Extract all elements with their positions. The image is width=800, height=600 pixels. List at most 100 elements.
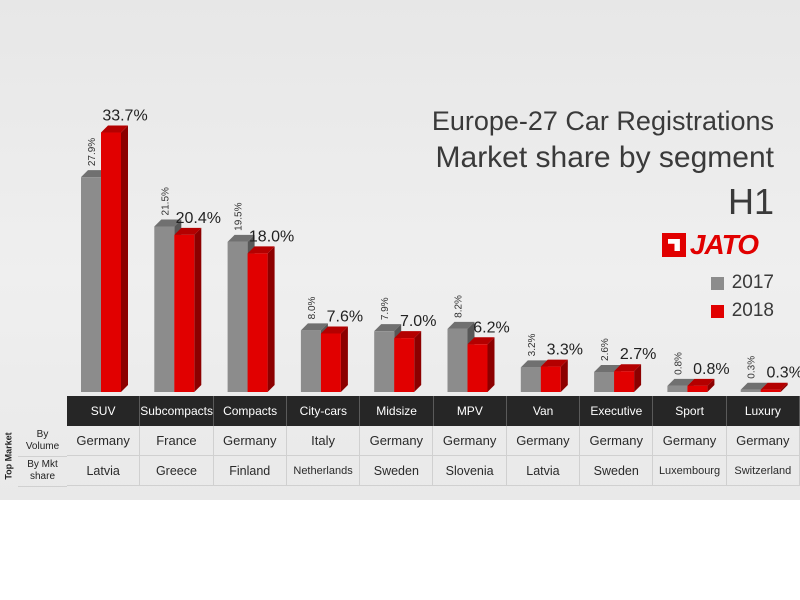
bar-2017-midsize-top	[374, 324, 402, 332]
bar-chart: 27.9% 33.7% 21.5% 20.4% 19.5% 18.0% 8.0% 7.6% 7.…	[81, 108, 800, 392]
row-label-by-volume-line1: By	[36, 429, 49, 440]
bar-2018-luxury-side	[780, 382, 788, 392]
row-label-by-mkt-share-line1: By Mkt	[27, 459, 58, 470]
bar-2018-luxury	[760, 389, 781, 392]
bar-2018-mpv-side	[487, 337, 495, 392]
data-label-2018-luxury: 0.3%	[766, 365, 800, 382]
bar-2017-midsize	[374, 331, 395, 392]
table-cell: Italy	[286, 426, 361, 456]
table-cell: Greece	[140, 456, 214, 486]
table-cell: Germany	[653, 426, 727, 456]
bar-2017-sport-top	[667, 378, 695, 386]
table-cell: Germany	[580, 426, 654, 456]
data-label-2018-subcompacts: 20.4%	[176, 210, 221, 227]
bar-2018-subcompacts-top	[174, 227, 202, 235]
table-cell: Germany	[360, 426, 434, 456]
table-cell: Finland	[213, 456, 287, 486]
bar-2018-sport	[687, 385, 708, 392]
bar-2018-executive-side	[634, 364, 642, 392]
bar-2018-van	[540, 366, 561, 392]
segment-header-subcompacts: Subcompacts	[140, 396, 214, 426]
bar-2017-mpv	[447, 328, 468, 392]
bar-2018-city-cars-top	[320, 326, 348, 334]
table-cell: Germany	[213, 426, 287, 456]
bar-2018-city-cars	[320, 333, 341, 392]
data-label-2018-van: 3.3%	[547, 342, 583, 359]
bar-2017-executive-top	[594, 364, 622, 372]
legend-label-2018: 2018	[731, 300, 774, 321]
bar-2017-city-cars	[300, 330, 321, 392]
table-cell: Latvia	[67, 456, 141, 486]
bar-2018-city-cars-side	[340, 326, 348, 392]
data-label-2018-mpv: 6.2%	[473, 319, 509, 336]
legend-swatch-2018	[710, 304, 724, 318]
bar-2017-subcompacts-top	[154, 219, 182, 227]
segment-header-suv: SUV	[67, 396, 141, 426]
bar-2018-luxury-top	[760, 382, 788, 390]
data-label-2018-midsize: 7.0%	[400, 313, 436, 330]
legend-item-2017: 2017	[710, 272, 774, 294]
top-market-label-text: Top Market	[4, 432, 14, 480]
bar-2018-suv-side	[121, 125, 128, 392]
bar-2017-suv	[81, 177, 101, 392]
bar-2017-compacts	[227, 241, 248, 392]
table-cell: Sweden	[580, 456, 654, 486]
chart-title-line-1: Europe-27 Car Registrations	[431, 106, 774, 136]
segment-header-van: Van	[507, 396, 581, 426]
jato-logo: JATO	[661, 229, 759, 261]
segment-header-mpv: MPV	[434, 396, 507, 426]
segment-header-compacts: Compacts	[214, 396, 288, 426]
bar-2018-mpv-top	[467, 337, 495, 345]
chart-title-line-3: H1	[727, 181, 774, 222]
bar-2018-suv-top	[101, 125, 128, 133]
bar-2017-subcompacts	[154, 226, 175, 392]
bar-2018-compacts-top	[247, 246, 275, 254]
table-cell: France	[140, 426, 214, 456]
table-cell: Luxembourg	[653, 456, 727, 486]
table-cell: Latvia	[506, 456, 581, 486]
data-label-2018-suv: 33.7%	[102, 108, 147, 125]
data-label-2017-city-cars: 8.0%	[307, 296, 318, 319]
legend-item-2018: 2018	[710, 300, 774, 322]
chart-title-line-2: Market share by segment	[435, 141, 774, 174]
table-cell: Slovenia	[433, 456, 507, 486]
bar-2018-executive	[614, 371, 635, 392]
data-label-2018-city-cars: 7.6%	[327, 308, 363, 325]
table-cell: Germany	[433, 426, 507, 456]
table-cell: Sweden	[360, 456, 434, 486]
data-label-2017-luxury: 0.3%	[747, 356, 758, 379]
bar-2018-compacts-side	[267, 246, 275, 392]
legend-label-2017: 2017	[731, 272, 774, 293]
bar-2017-luxury-top	[740, 382, 768, 390]
data-label-2018-compacts: 18.0%	[249, 228, 294, 245]
data-label-2017-executive: 2.6%	[600, 338, 611, 361]
bar-2017-compacts-top	[227, 234, 255, 242]
bar-2018-van-top	[540, 359, 568, 367]
data-label-2017-van: 3.2%	[527, 333, 538, 356]
legend-swatch-2017	[710, 276, 724, 290]
jato-logo-icon	[661, 233, 686, 257]
top-market-side-label: Top Market	[2, 426, 16, 486]
data-label-2017-suv: 27.9%	[87, 138, 98, 166]
bar-2018-compacts	[247, 253, 268, 392]
bar-2017-mpv-top	[447, 321, 475, 329]
bar-2017-van	[520, 367, 541, 392]
data-label-2018-sport: 0.8%	[693, 361, 729, 378]
table-cell: Germany	[726, 426, 800, 456]
segment-header-executive: Executive	[580, 396, 654, 426]
bar-2018-subcompacts	[174, 234, 195, 392]
row-label-by-volume-line2: Volume	[25, 441, 60, 452]
table-cell: Netherlands	[286, 456, 361, 486]
table-cell: Germany	[67, 426, 141, 456]
segment-header-city-cars: City-cars	[287, 396, 361, 426]
row-label-by-mkt-share: By Mkt share	[18, 456, 67, 487]
bar-2018-midsize-top	[394, 331, 422, 339]
row-label-by-volume: By Volume	[18, 426, 67, 457]
table-row-by-volume: Germany France Germany Italy Germany Ger…	[67, 426, 800, 456]
bar-2017-executive	[594, 371, 615, 392]
data-label-2017-mpv: 8.2%	[454, 295, 465, 318]
bar-2018-mpv	[467, 344, 488, 392]
data-label-2017-midsize: 7.9%	[380, 297, 391, 320]
bar-2018-midsize-side	[414, 331, 422, 392]
jato-logo-text: JATO	[689, 229, 759, 260]
